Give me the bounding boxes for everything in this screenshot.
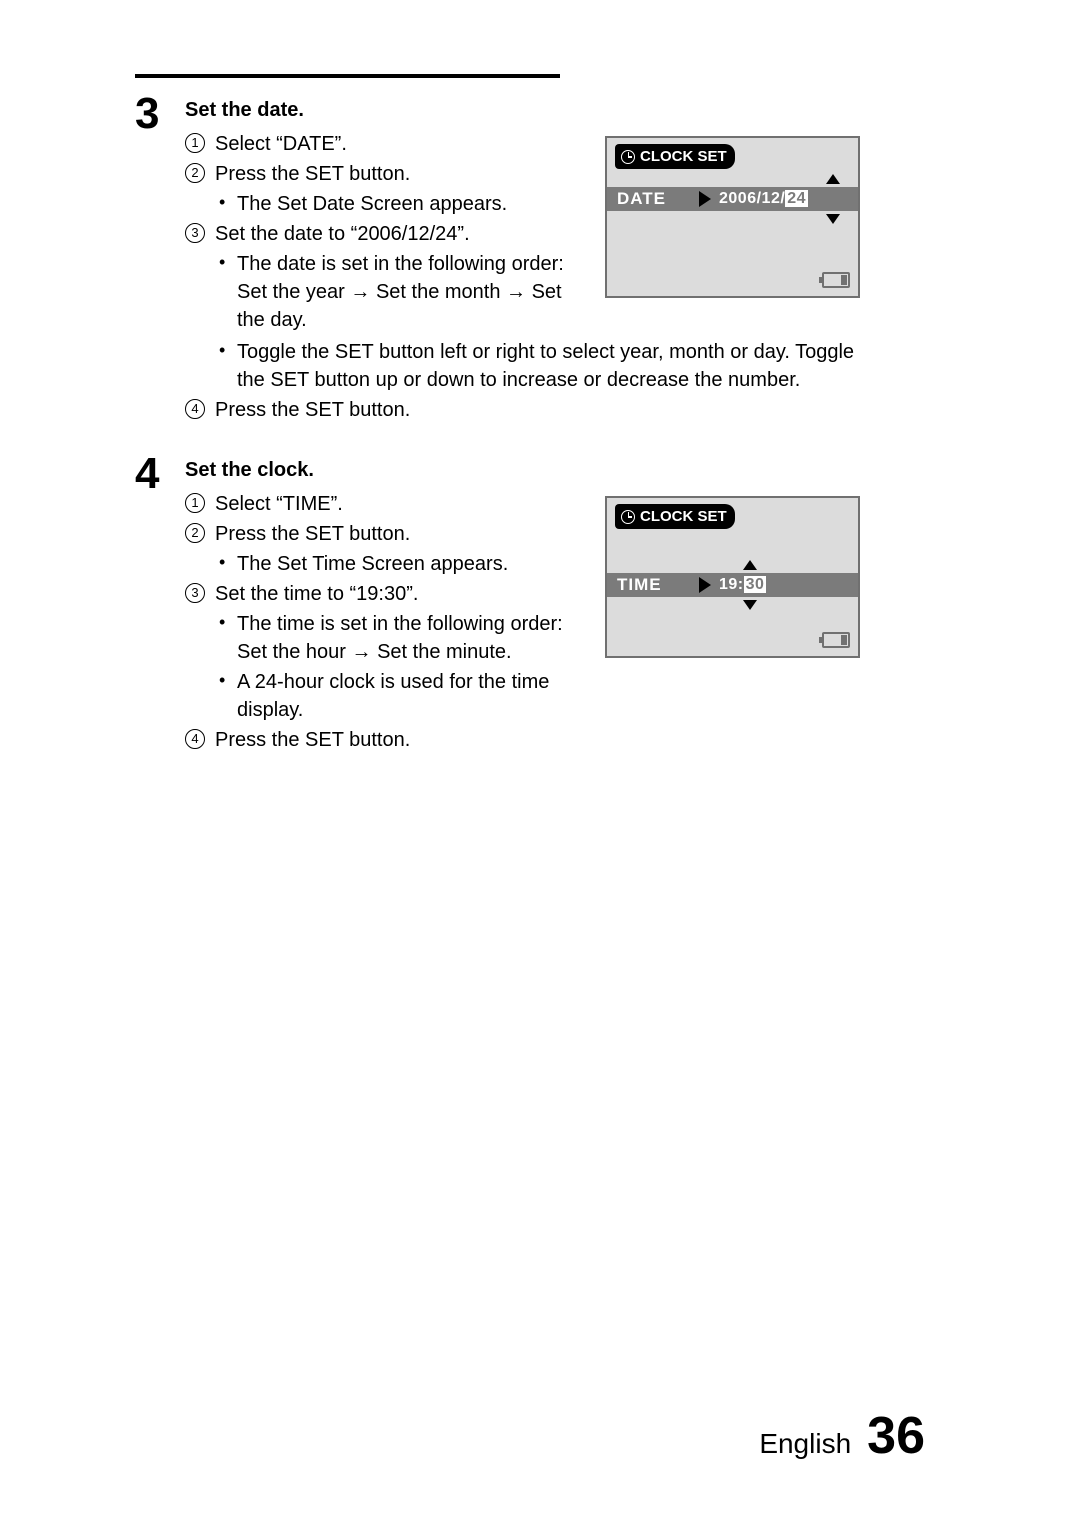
lcd-row-label: TIME xyxy=(607,573,699,597)
manual-page: 3 Set the date. 1 Select “DATE”. 2 Press t… xyxy=(135,74,865,786)
substep-text: Select “DATE”. xyxy=(215,133,347,155)
clock-icon xyxy=(621,510,635,524)
bullet-text: Toggle the SET button left or right to s… xyxy=(215,338,865,394)
step-number: 4 xyxy=(135,452,185,496)
step-3: 3 Set the date. 1 Select “DATE”. 2 Press t… xyxy=(135,96,865,426)
triangle-up-icon xyxy=(743,560,757,570)
substep-text: Press the SET button. xyxy=(215,729,410,751)
triangle-up-icon xyxy=(826,174,840,184)
lcd-clock-set-time: CLOCK SET TIME 19:30 xyxy=(605,496,860,658)
triangle-down-icon xyxy=(743,600,757,610)
lcd-title: CLOCK SET xyxy=(640,506,727,527)
clock-icon xyxy=(621,150,635,164)
bullet-text: The time is set in the following order: … xyxy=(215,610,593,666)
substep-text: Press the SET button. xyxy=(215,523,410,545)
page-footer: English 36 xyxy=(759,1406,925,1466)
bullet-text: The Set Time Screen appears. xyxy=(215,550,593,578)
top-rule xyxy=(135,74,560,78)
battery-icon xyxy=(822,632,850,648)
footer-page-number: 36 xyxy=(867,1406,925,1466)
bullet-text: A 24-hour clock is used for the time dis… xyxy=(215,668,593,724)
substep-text: Press the SET button. xyxy=(215,163,410,185)
step-heading: Set the clock. xyxy=(185,456,865,484)
step-number: 3 xyxy=(135,92,185,136)
lcd-row-value: 19:30 xyxy=(719,574,766,596)
step-heading: Set the date. xyxy=(185,96,865,124)
battery-icon xyxy=(822,272,850,288)
bullet-text: The Set Date Screen appears. xyxy=(215,190,593,218)
substep-marker: 4 xyxy=(185,729,205,749)
triangle-right-icon xyxy=(699,577,711,593)
substep-text: Press the SET button. xyxy=(215,399,410,421)
step-4: 4 Set the clock. 1 Select “TIME”. 2 Press … xyxy=(135,456,865,756)
substep-marker: 2 xyxy=(185,523,205,543)
triangle-down-icon xyxy=(826,214,840,224)
lcd-row-value: 2006/12/24 xyxy=(719,188,808,210)
substep-marker: 1 xyxy=(185,493,205,513)
lcd-row-label: DATE xyxy=(607,187,699,211)
substep-marker: 1 xyxy=(185,133,205,153)
lcd-row: DATE 2006/12/24 xyxy=(607,187,858,211)
lcd-row: TIME 19:30 xyxy=(607,573,858,597)
bullet-text: The date is set in the following order: … xyxy=(215,250,593,334)
footer-language: English xyxy=(759,1428,851,1460)
substep-text: Set the time to “19:30”. xyxy=(215,583,418,605)
substep-marker: 3 xyxy=(185,223,205,243)
substep-text: Select “TIME”. xyxy=(215,493,343,515)
lcd-clock-set-date: CLOCK SET DATE 2006/12/24 xyxy=(605,136,860,298)
lcd-title: CLOCK SET xyxy=(640,146,727,167)
substep-marker: 4 xyxy=(185,399,205,419)
substep-text: Set the date to “2006/12/24”. xyxy=(215,223,470,245)
triangle-right-icon xyxy=(699,191,711,207)
substep-marker: 3 xyxy=(185,583,205,603)
substep-marker: 2 xyxy=(185,163,205,183)
